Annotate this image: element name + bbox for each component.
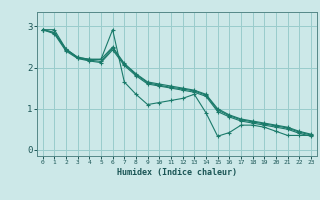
X-axis label: Humidex (Indice chaleur): Humidex (Indice chaleur) [117,168,237,177]
